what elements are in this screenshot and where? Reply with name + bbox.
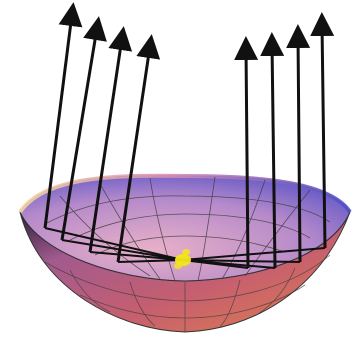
ray-left-1 — [43, 2, 83, 229]
paraboloid-outer-grid — [44, 254, 331, 332]
paraboloid-rim — [18, 173, 352, 214]
ray-right-3 — [286, 24, 311, 263]
focus-point — [174, 249, 191, 269]
ray-right-2 — [260, 32, 285, 269]
ray-right-4 — [310, 12, 335, 249]
ray-left-4 — [116, 34, 161, 263]
ray-right-1 — [234, 36, 259, 269]
ray-left-2 — [60, 16, 107, 241]
ray-left-3 — [88, 26, 133, 253]
incident-rays — [43, 2, 335, 269]
